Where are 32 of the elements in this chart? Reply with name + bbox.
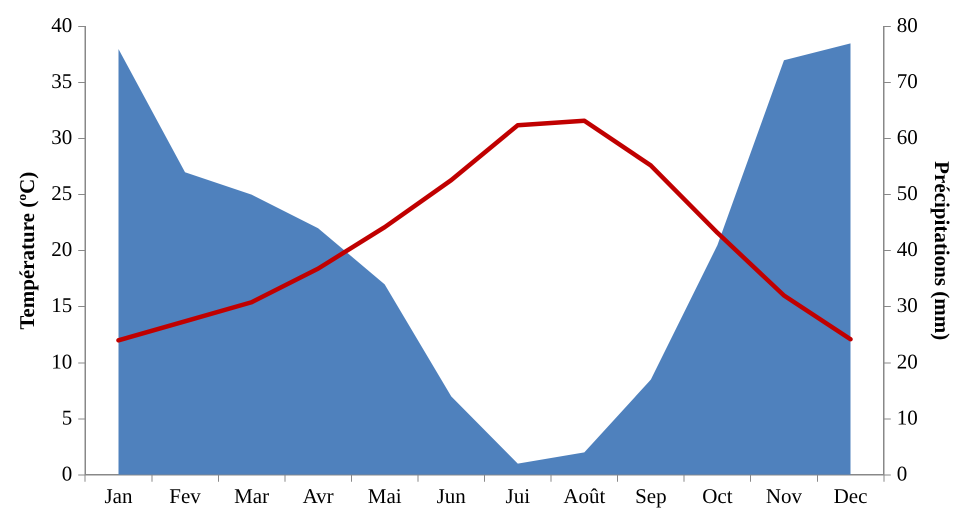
y2-tick-label: 10 (896, 405, 918, 430)
x-tick-label: Jui (506, 484, 530, 508)
y2-tick-label: 0 (896, 461, 908, 486)
y-tick-label: 0 (62, 461, 72, 486)
y-tick-label: 25 (51, 181, 72, 206)
y2-tick-label: 30 (896, 293, 918, 318)
y-axis-title: Température (ºC) (15, 172, 40, 330)
y2-tick-label: 20 (896, 349, 918, 374)
y2-tick-label: 70 (896, 69, 918, 94)
y-tick-label: 35 (51, 69, 72, 94)
y-tick-label: 15 (51, 293, 72, 318)
y2-tick-label: 40 (896, 237, 918, 262)
y-tick-label: 40 (51, 13, 72, 38)
x-tick-label: Mar (234, 484, 270, 508)
y-tick-label: 20 (51, 237, 72, 262)
y2-tick-label: 80 (896, 13, 918, 38)
x-tick-label: Nov (766, 484, 803, 508)
x-tick-label: Oct (702, 484, 733, 508)
x-tick-label: Jan (104, 484, 133, 508)
x-tick-label: Août (563, 484, 606, 508)
y-tick-label: 10 (51, 349, 72, 374)
x-tick-label: Mai (368, 484, 402, 508)
y-tick-label: 5 (62, 405, 72, 430)
y-tick-label: 30 (51, 125, 72, 150)
x-tick-label: Avr (302, 484, 334, 508)
x-tick-label: Sep (635, 484, 667, 508)
x-tick-label: Jun (436, 484, 466, 508)
x-tick-label: Dec (834, 484, 868, 508)
y2-tick-label: 50 (896, 181, 918, 206)
x-tick-label: Fev (169, 484, 202, 508)
y2-axis-title: Précipitations (mm) (930, 161, 954, 340)
y2-tick-label: 60 (896, 125, 918, 150)
